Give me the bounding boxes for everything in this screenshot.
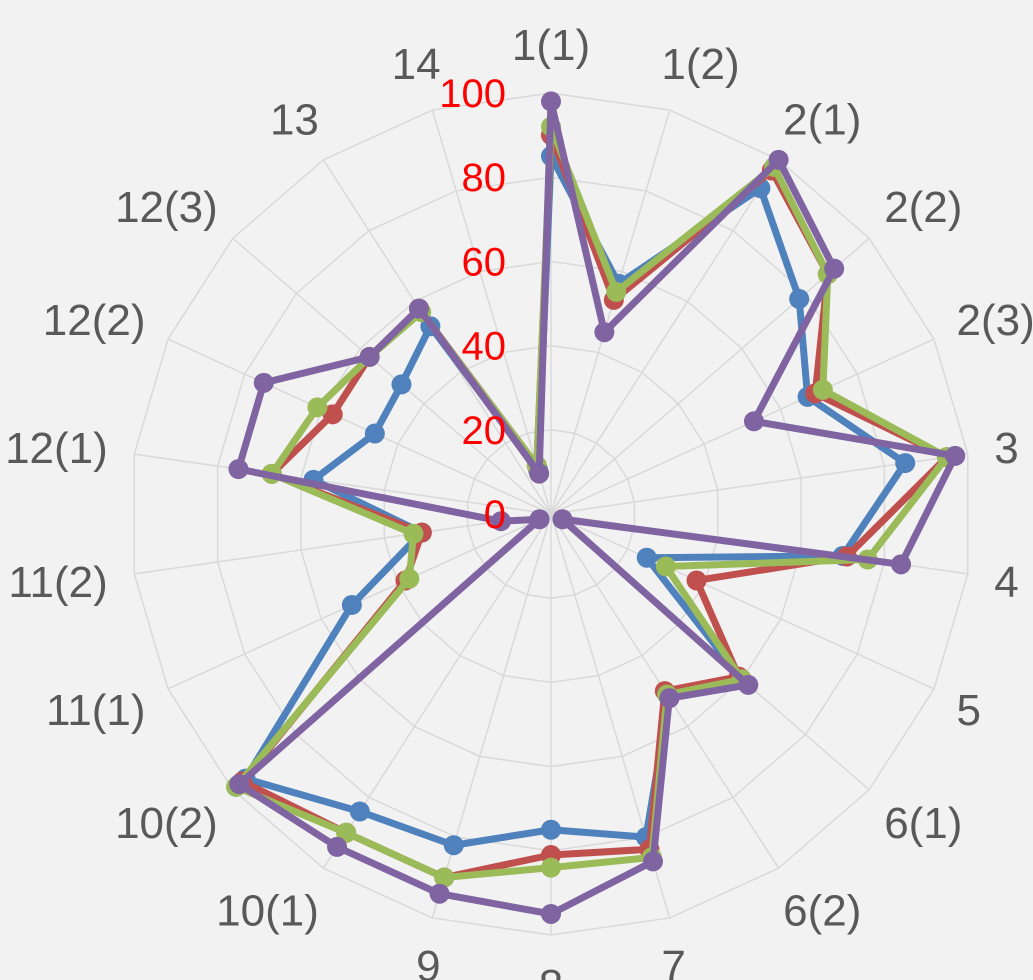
grid-spoke: [550, 513, 935, 690]
data-point: [307, 397, 328, 418]
data-point: [541, 91, 561, 112]
data-point: [643, 851, 664, 872]
data-point: [429, 883, 450, 904]
data-point: [895, 453, 916, 474]
radial-tick-labels: 0 20 40 60 80 100: [439, 72, 506, 537]
category-label: 1(2): [661, 40, 739, 89]
series-layer: [226, 91, 966, 924]
category-label: 12(2): [43, 296, 146, 345]
category-label: 9: [416, 942, 440, 980]
tick-label: 0: [484, 493, 506, 537]
data-point: [490, 511, 511, 532]
data-point: [529, 463, 550, 484]
data-point: [789, 288, 810, 309]
data-point: [606, 281, 627, 302]
data-point: [812, 379, 833, 400]
data-point: [359, 346, 380, 367]
category-label: 5: [957, 686, 981, 735]
data-point: [229, 774, 250, 795]
data-point: [686, 570, 707, 591]
series-3: [226, 116, 957, 888]
category-label: 6(2): [783, 886, 861, 935]
grid-spoke: [232, 237, 552, 515]
data-point: [594, 322, 615, 343]
data-point: [434, 867, 455, 888]
data-point: [768, 149, 789, 170]
grid-spoke: [550, 338, 935, 515]
category-label: 10(1): [216, 886, 319, 935]
series-4: [228, 91, 966, 924]
data-point: [891, 554, 912, 575]
data-point: [228, 459, 249, 480]
data-point: [364, 423, 385, 444]
data-point: [636, 547, 657, 568]
data-point: [341, 594, 362, 615]
data-point: [529, 509, 550, 530]
data-point: [349, 801, 370, 822]
grid-spoke: [134, 453, 552, 515]
data-point: [552, 509, 573, 530]
category-label: 12(1): [5, 424, 108, 473]
data-point: [403, 523, 424, 544]
tick-label: 60: [462, 240, 507, 284]
category-label: 10(2): [115, 799, 218, 848]
data-point: [659, 688, 680, 709]
data-point: [322, 404, 343, 425]
category-label: 14: [392, 40, 441, 89]
category-label: 13: [270, 96, 319, 145]
data-point: [743, 411, 764, 432]
data-point: [253, 372, 274, 393]
tick-label: 80: [462, 156, 507, 200]
category-label: 7: [661, 942, 685, 980]
category-label: 3: [994, 424, 1018, 473]
category-label: 2(3): [957, 296, 1033, 345]
data-point: [399, 568, 420, 589]
data-point: [738, 674, 759, 695]
tick-label: 100: [439, 72, 506, 116]
grid-spoke: [550, 159, 780, 515]
category-label: 6(1): [884, 799, 962, 848]
grid-spoke: [550, 237, 870, 515]
data-point: [391, 374, 412, 395]
tick-label: 20: [462, 409, 507, 453]
category-label: 11(2): [8, 558, 107, 607]
data-point: [945, 445, 966, 466]
category-label: 8: [539, 961, 563, 980]
data-point: [541, 857, 561, 878]
tick-label: 40: [462, 325, 507, 369]
data-point: [336, 822, 357, 843]
grid-spoke: [431, 109, 552, 515]
grid-spoke: [134, 513, 552, 575]
data-point: [824, 258, 845, 279]
data-point: [655, 556, 676, 577]
category-label: 11(1): [46, 686, 145, 735]
category-label: 12(3): [115, 183, 218, 232]
category-label: 2(1): [783, 96, 861, 145]
data-point: [541, 819, 561, 840]
category-labels: 1(1) 1(2) 2(1) 2(2) 2(3) 3 4 5 6(1) 6(2) 7 8 9 10(1) 1…: [5, 21, 1033, 980]
data-point: [408, 298, 429, 319]
grid-spoke: [167, 338, 552, 515]
category-label: 1(1): [512, 21, 590, 70]
grid-spoke: [550, 109, 671, 515]
data-point: [327, 836, 348, 857]
data-point: [541, 903, 561, 924]
category-label: 4: [994, 558, 1018, 607]
category-label: 2(2): [884, 183, 962, 232]
data-point: [443, 835, 464, 856]
